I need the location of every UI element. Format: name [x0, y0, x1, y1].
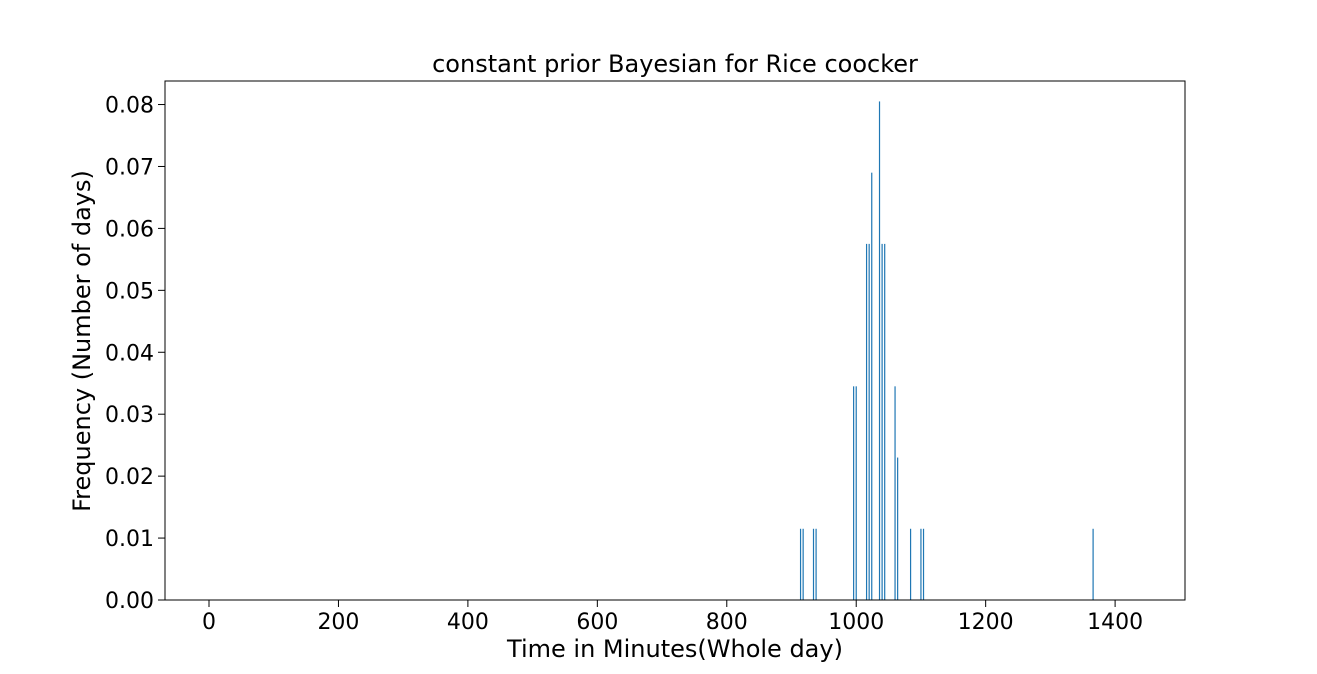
bar [853, 386, 855, 600]
bar [920, 528, 922, 600]
bar [909, 528, 912, 600]
bar [865, 243, 868, 600]
x-axis: 0 200 400 600 800 1000 1200 1400 [202, 600, 1143, 635]
x-tick-label: 1400 [1087, 610, 1143, 635]
bar [868, 243, 870, 600]
x-axis-label: Time in Minutes(Whole day) [506, 635, 843, 663]
y-tick-label: 0.03 [105, 403, 154, 428]
y-tick-label: 0.04 [105, 341, 154, 366]
y-tick-label: 0.01 [105, 527, 154, 552]
y-tick-label: 0.07 [105, 155, 154, 180]
y-tick-label: 0.00 [105, 589, 154, 614]
bar [1092, 528, 1094, 600]
y-tick-label: 0.08 [105, 94, 154, 119]
bar [884, 243, 886, 600]
bar [799, 528, 802, 600]
bar-series [799, 101, 1094, 600]
bar [881, 243, 883, 600]
y-tick-label: 0.02 [105, 465, 154, 490]
x-tick-label: 200 [317, 610, 359, 635]
x-tick-label: 1200 [958, 610, 1014, 635]
bar [812, 528, 815, 600]
y-axis-label: Frequency (Number of days) [68, 170, 96, 512]
bar [922, 528, 925, 600]
x-tick-label: 400 [447, 610, 489, 635]
bar [855, 386, 857, 600]
plot-area-frame [164, 80, 1186, 601]
x-tick-label: 0 [202, 610, 216, 635]
x-tick-label: 800 [706, 610, 748, 635]
y-axis: 0.00 0.01 0.02 0.03 0.04 0.05 0.06 0.07 0.08 [105, 94, 165, 614]
bar [871, 172, 873, 600]
bar [894, 386, 896, 600]
bar [897, 457, 899, 600]
bar [815, 528, 817, 600]
y-tick-label: 0.05 [105, 279, 154, 304]
bar [878, 101, 881, 600]
chart-title: constant prior Bayesian for Rice coocker [432, 50, 918, 78]
bar [802, 528, 804, 600]
y-tick-label: 0.06 [105, 217, 154, 242]
x-tick-label: 600 [576, 610, 618, 635]
x-tick-label: 1000 [828, 610, 884, 635]
